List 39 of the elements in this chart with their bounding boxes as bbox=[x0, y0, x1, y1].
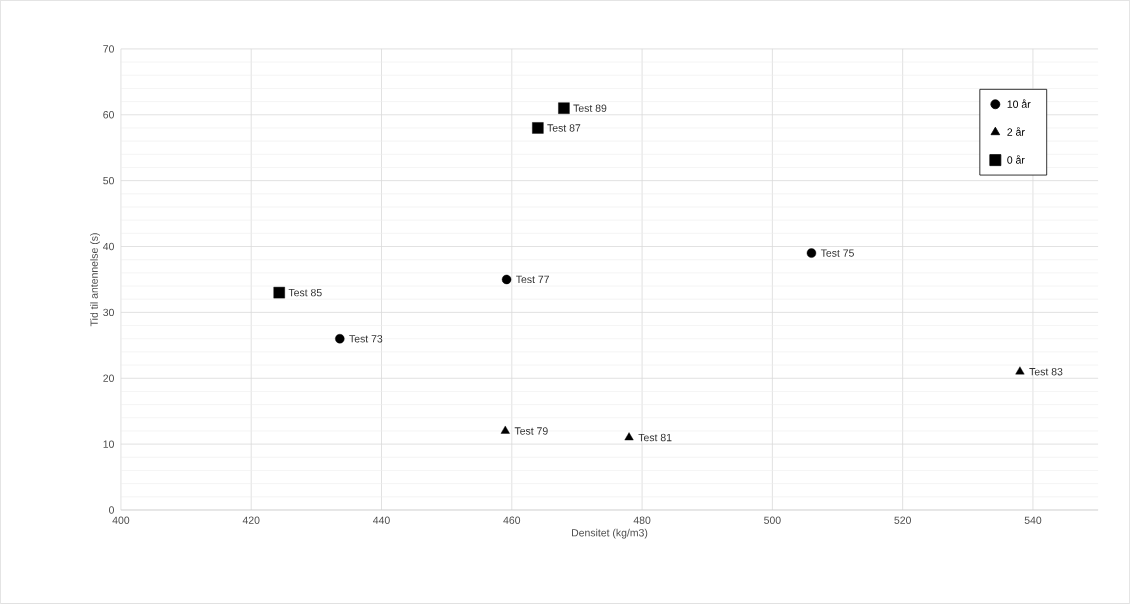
point bbox=[500, 425, 510, 434]
point bbox=[806, 248, 817, 258]
x-tick-label: 480 bbox=[633, 516, 651, 524]
point bbox=[624, 432, 634, 441]
legend-label: 2 år bbox=[1007, 127, 1025, 136]
annotation: Test 83 bbox=[1029, 368, 1063, 376]
y-tick-label: 50 bbox=[103, 177, 114, 185]
y-tick-label: 0 bbox=[108, 506, 114, 514]
x-tick-label: 520 bbox=[894, 516, 911, 524]
annotation: Test 79 bbox=[514, 427, 548, 435]
x-tick-label: 460 bbox=[503, 516, 521, 524]
annotation: Test 87 bbox=[547, 124, 581, 132]
y-tick-label: 20 bbox=[103, 374, 114, 383]
legend-label: 10 år bbox=[1007, 99, 1031, 108]
point bbox=[558, 102, 570, 114]
y-tick-label: 40 bbox=[103, 242, 114, 251]
y-tick-label: 10 bbox=[103, 440, 114, 448]
x-tick-label: 440 bbox=[373, 516, 390, 524]
x-tick-label: 420 bbox=[242, 516, 260, 524]
y-tick-label: 30 bbox=[103, 308, 114, 317]
legend-label: 0 år bbox=[1007, 155, 1025, 164]
annotation: Test 89 bbox=[573, 104, 607, 112]
point bbox=[273, 286, 285, 299]
point bbox=[1015, 366, 1025, 375]
y-axis-title: Tid til antennelse (s) bbox=[90, 233, 100, 327]
x-tick-label: 500 bbox=[764, 516, 781, 524]
annotation: Test 73 bbox=[349, 335, 383, 343]
x-tick-label: 400 bbox=[112, 516, 130, 524]
annotation: Test 75 bbox=[820, 249, 854, 257]
annotation: Test 85 bbox=[288, 288, 322, 297]
annotation: Test 81 bbox=[638, 433, 672, 442]
annotation: Test 77 bbox=[516, 275, 549, 284]
point bbox=[335, 334, 345, 344]
point bbox=[532, 122, 544, 134]
point bbox=[501, 274, 512, 285]
x-tick-label: 540 bbox=[1024, 516, 1042, 524]
x-axis-title: Densitet (kg/m3) bbox=[572, 528, 648, 539]
y-tick-label: 60 bbox=[103, 111, 114, 119]
y-tick-label: 70 bbox=[103, 45, 114, 53]
